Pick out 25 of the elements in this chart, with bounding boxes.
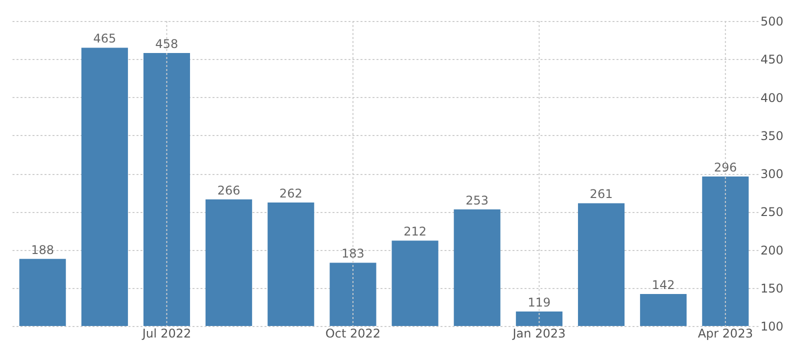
y-tick-label: 250 <box>760 205 784 220</box>
y-tick-label: 400 <box>760 90 784 105</box>
x-tick-label: Apr 2023 <box>698 326 753 340</box>
data-label: 261 <box>590 187 613 202</box>
data-label: 119 <box>528 296 551 310</box>
data-label: 262 <box>279 186 302 200</box>
y-tick-label: 450 <box>760 52 784 67</box>
y-tick-label: 150 <box>760 281 784 296</box>
x-tick-label: Oct 2022 <box>325 326 381 340</box>
data-label: 458 <box>155 37 178 52</box>
data-label: 296 <box>714 160 737 175</box>
y-tick-label: 200 <box>760 243 784 258</box>
data-label: 142 <box>652 278 675 292</box>
data-label: 465 <box>93 32 116 46</box>
data-label: 212 <box>404 224 426 239</box>
y-tick-label: 500 <box>760 14 784 28</box>
x-tick-label: Jul 2022 <box>141 326 192 340</box>
data-label: 253 <box>466 193 489 208</box>
data-label: 183 <box>342 246 364 261</box>
x-tick-label: Jan 2023 <box>512 326 566 340</box>
data-label: 266 <box>217 183 240 198</box>
y-tick-label: 350 <box>760 128 784 143</box>
y-tick-label: 100 <box>760 320 784 334</box>
y-tick-label: 300 <box>760 167 784 181</box>
data-label: 188 <box>31 242 54 257</box>
